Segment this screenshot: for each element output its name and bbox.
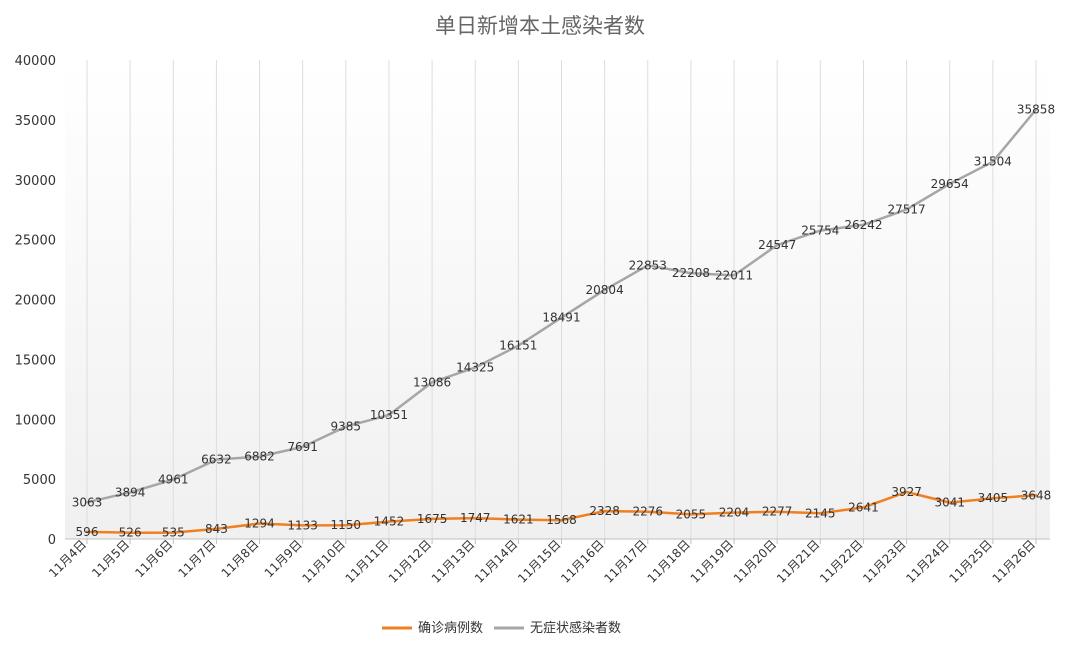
y-tick-label: 0 (48, 533, 56, 548)
data-label: 3041 (934, 496, 965, 510)
x-tick-label: 11月7日 (175, 537, 218, 580)
data-label: 25754 (801, 224, 839, 238)
data-label: 2276 (632, 505, 663, 519)
x-tick-label: 11月22日 (817, 537, 865, 585)
x-tick-label: 11月21日 (774, 537, 822, 585)
data-label: 596 (76, 525, 99, 539)
y-tick-label: 15000 (15, 353, 56, 368)
data-label: 27517 (887, 202, 925, 216)
x-tick-label: 11月19日 (688, 537, 736, 585)
data-label: 3063 (72, 495, 103, 509)
data-label: 3405 (978, 491, 1009, 505)
data-label: 29654 (931, 177, 969, 191)
y-tick-label: 40000 (15, 54, 56, 69)
x-tick-label: 11月24日 (903, 537, 951, 585)
plot-background (65, 60, 1050, 539)
x-tick-label: 11月26日 (990, 537, 1038, 585)
data-label: 2055 (676, 507, 707, 521)
y-tick-label: 5000 (23, 473, 56, 488)
data-label: 26242 (844, 218, 882, 232)
x-tick-label: 11月18日 (645, 537, 693, 585)
data-label: 20804 (586, 283, 624, 297)
x-tick-label: 11月10日 (299, 537, 347, 585)
data-label: 16151 (499, 339, 537, 353)
data-label: 22011 (715, 268, 753, 282)
data-label: 31504 (974, 155, 1012, 169)
data-label: 4961 (158, 473, 189, 487)
data-label: 2204 (719, 506, 750, 520)
data-label: 6882 (244, 450, 275, 464)
data-label: 3927 (891, 485, 922, 499)
legend-label-confirmed: 确诊病例数 (418, 621, 483, 636)
series-line-asymptomatic (85, 108, 1038, 504)
data-label: 2641 (848, 500, 879, 514)
series-line-confirmed (85, 490, 1038, 534)
x-tick-label: 11月6日 (132, 537, 175, 580)
data-label: 526 (119, 526, 142, 540)
x-tick-label: 11月13日 (429, 537, 477, 585)
y-tick-label: 20000 (15, 294, 56, 309)
data-label: 6632 (201, 453, 232, 467)
x-tick-label: 11月9日 (262, 537, 305, 580)
data-label: 18491 (542, 311, 580, 325)
x-tick-label: 11月12日 (386, 537, 434, 585)
data-label: 35858 (1017, 103, 1055, 117)
series-layer (85, 108, 1038, 534)
data-label: 1133 (287, 518, 318, 532)
data-label: 535 (162, 526, 185, 540)
y-tick-label: 25000 (15, 234, 56, 249)
y-tick-label: 35000 (15, 114, 56, 129)
x-tick-label: 11月15日 (515, 537, 563, 585)
x-tick-label: 11月25日 (947, 537, 995, 585)
data-label: 1621 (503, 513, 534, 527)
x-tick-label: 11月20日 (731, 537, 779, 585)
x-axis: 11月4日 11月5日 11月6日 11月7日 11月8日 11月9日11月10日11月1… (46, 537, 1050, 586)
data-label: 1294 (244, 517, 275, 531)
chart-title: 单日新增本土感染者数 (435, 14, 645, 38)
data-label: 1150 (331, 518, 362, 532)
data-label: 2277 (762, 505, 793, 519)
x-tick-label: 11月17日 (601, 537, 649, 585)
data-labels: 596 526 535 843 1294 1133 1150 1452 1675 1747 1621… (72, 103, 1055, 540)
data-label: 3894 (115, 485, 146, 499)
data-label: 14325 (456, 360, 494, 374)
data-label: 1675 (417, 512, 448, 526)
x-tick-label: 11月8日 (219, 537, 262, 580)
data-label: 13086 (413, 375, 451, 389)
x-tick-label: 11月5日 (89, 537, 132, 580)
data-label: 2145 (805, 506, 836, 520)
data-label: 3648 (1021, 488, 1052, 502)
x-tick-label: 11月16日 (558, 537, 606, 585)
data-label: 2328 (589, 504, 620, 518)
data-label: 1747 (460, 511, 491, 525)
legend: 确诊病例数 无症状感染者数 (382, 620, 621, 636)
data-label: 24547 (758, 238, 796, 252)
y-axis: 0 5000 10000 15000 20000 25000 30000 35000 40000 (15, 54, 56, 548)
gridlines (86, 60, 1037, 539)
data-label: 1568 (546, 513, 577, 527)
x-tick-label: 11月11日 (343, 537, 391, 585)
data-label: 22853 (629, 258, 667, 272)
legend-label-asymptomatic: 无症状感染者数 (530, 620, 621, 636)
data-label: 22208 (672, 266, 710, 280)
x-tick-label: 11月14日 (472, 537, 520, 585)
data-label: 10351 (370, 408, 408, 422)
y-tick-label: 10000 (15, 413, 56, 428)
data-label: 843 (205, 522, 228, 536)
data-label: 7691 (287, 440, 318, 454)
x-tick-label: 11月23日 (860, 537, 908, 585)
data-label: 9385 (331, 420, 362, 434)
data-label: 1452 (374, 515, 405, 529)
y-tick-label: 30000 (15, 174, 56, 189)
